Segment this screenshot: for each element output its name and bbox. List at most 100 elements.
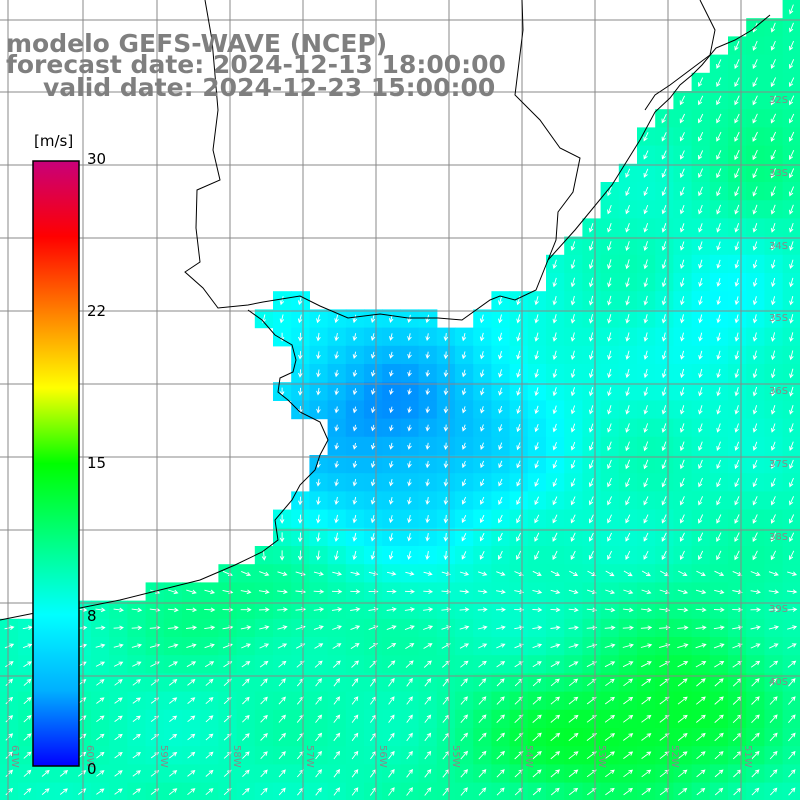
wind-arrow <box>461 424 467 432</box>
wind-arrow <box>716 423 721 433</box>
wind-arrow <box>570 496 576 506</box>
wind-arrow <box>386 571 397 576</box>
wind-arrow <box>752 350 758 361</box>
wind-arrow <box>370 388 376 396</box>
wind-arrow <box>407 497 412 505</box>
wind-arrow <box>333 769 341 778</box>
wind-arrow <box>23 787 32 796</box>
colorbar-tick-15: 15 <box>87 454 107 472</box>
wind-arrow <box>604 607 616 613</box>
wind-arrow <box>352 514 358 524</box>
wind-arrow <box>534 550 540 561</box>
wind-arrow <box>425 515 430 524</box>
wind-arrow <box>205 788 214 796</box>
wind-arrow <box>714 732 724 742</box>
wind-arrow <box>187 697 196 704</box>
wind-arrow <box>643 514 649 524</box>
wind-arrow <box>113 625 124 631</box>
wind-arrow <box>278 660 287 668</box>
wind-arrow <box>316 550 321 561</box>
wind-arrow <box>461 351 467 360</box>
wind-arrow <box>716 459 722 470</box>
wind-arrow <box>406 696 413 705</box>
wind-arrow <box>716 368 721 379</box>
wind-arrow <box>752 459 758 470</box>
wind-arrow <box>677 751 688 760</box>
wind-arrow <box>604 643 616 648</box>
wind-arrow <box>643 168 649 178</box>
wind-arrow <box>713 625 725 630</box>
wind-arrow <box>443 351 449 360</box>
wind-arrow <box>570 314 576 324</box>
wind-arrow <box>334 314 339 324</box>
wind-arrow <box>169 715 178 722</box>
wind-arrow <box>752 277 758 288</box>
wind-arrow <box>461 533 467 542</box>
coastline-south <box>547 14 771 261</box>
wind-arrow <box>734 259 740 269</box>
wind-arrow <box>443 406 449 414</box>
wind-arrow <box>588 459 594 470</box>
wind-arrow <box>443 496 449 506</box>
wind-arrow <box>643 550 649 560</box>
latitude-label: 33S <box>769 168 788 179</box>
wind-arrow <box>4 643 15 649</box>
wind-arrow <box>677 643 689 649</box>
wind-arrow <box>769 750 778 760</box>
wind-arrow <box>607 477 612 488</box>
wind-arrow <box>386 607 397 612</box>
wind-arrow <box>532 787 542 796</box>
wind-arrow <box>351 787 359 796</box>
wind-arrow <box>679 113 686 124</box>
wind-arrow <box>461 387 467 396</box>
wind-arrow <box>370 333 376 342</box>
wind-arrow <box>460 678 468 687</box>
wind-arrow <box>314 660 323 668</box>
wind-arrow <box>625 405 630 415</box>
wind-arrow <box>716 278 721 287</box>
wind-arrow <box>732 589 743 595</box>
wind-arrow <box>678 787 688 796</box>
wind-arrow <box>479 514 485 524</box>
wind-arrow <box>770 405 776 415</box>
wind-arrow <box>516 532 522 542</box>
wind-arrow <box>370 406 376 414</box>
wind-arrow <box>695 643 707 649</box>
wind-arrow <box>679 550 685 561</box>
wind-arrow <box>752 95 758 106</box>
wind-arrow <box>770 532 777 543</box>
wind-arrow <box>424 696 432 705</box>
wind-arrow <box>769 769 778 778</box>
wind-arrow <box>240 589 252 595</box>
wind-arrow <box>640 643 653 648</box>
longitude-label: 53W <box>596 745 607 768</box>
wind-arrow <box>750 643 761 649</box>
wind-arrow <box>605 769 615 778</box>
wind-arrow <box>788 59 795 69</box>
wind-arrow <box>623 769 634 778</box>
wind-arrow <box>752 496 758 506</box>
wind-arrow <box>534 387 539 397</box>
wind-arrow <box>752 77 758 88</box>
wind-arrow <box>570 405 576 415</box>
wind-arrow <box>478 696 487 705</box>
colorbar-tick-8: 8 <box>87 607 97 625</box>
wind-arrow <box>132 697 141 704</box>
wind-arrow <box>315 732 323 742</box>
wind-arrow <box>768 571 779 576</box>
wind-arrow <box>680 332 685 342</box>
title-forecast-date: forecast date: 2024-12-13 18:00:00 <box>6 50 506 79</box>
wind-arrow <box>388 696 395 705</box>
wind-arrow <box>605 570 615 577</box>
wind-arrow <box>734 168 740 179</box>
wind-arrow <box>643 532 649 542</box>
wind-arrow <box>787 643 797 649</box>
wind-arrow <box>186 643 197 649</box>
wind-arrow <box>661 459 667 470</box>
wind-arrow <box>278 769 286 778</box>
wind-arrow <box>316 351 321 360</box>
wind-arrow <box>661 405 667 415</box>
wind-arrow <box>407 388 412 396</box>
wind-arrow <box>789 514 795 524</box>
